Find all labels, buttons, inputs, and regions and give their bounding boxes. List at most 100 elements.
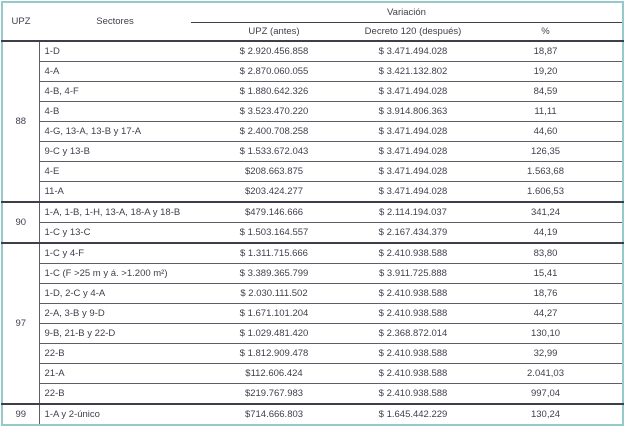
sector-cell: 2-A, 3-B y 9-D	[39, 303, 191, 324]
percent-cell: 44,19	[469, 222, 624, 243]
table-row: 4-B $ 3.523.470.220 $ 3.914.806.363 11,11	[2, 101, 624, 122]
decreto-despues-cell: $ 2.410.938.588	[357, 343, 469, 364]
upz-antes-cell: $ 2.920.456.858	[191, 40, 357, 62]
decreto-despues-cell: $ 2.410.938.588	[357, 383, 469, 404]
percent-cell: 997,04	[469, 383, 624, 404]
table-row: 4-E $208.663.875 $ 3.471.494.028 1.563,68	[2, 161, 624, 182]
percent-cell: 18,87	[469, 40, 624, 62]
table-row: 22-B $219.767.983 $ 2.410.938.588 997,04	[2, 383, 624, 404]
sector-cell: 9-B, 21-B y 22-D	[39, 323, 191, 344]
table-header: UPZ Sectores Variación UPZ (antes) Decre…	[2, 2, 624, 42]
sector-cell: 1-D, 2-C y 4-A	[39, 283, 191, 304]
upz-antes-cell: $479.146.666	[191, 201, 357, 223]
percent-cell: 126,35	[469, 141, 624, 162]
table-row: 22-B $ 1.812.909.478 $ 2.410.938.588 32,99	[2, 343, 624, 364]
sector-cell: 1-C y 13-C	[39, 222, 191, 243]
decreto-despues-cell: $ 3.911.725.888	[357, 263, 469, 284]
upz-antes-cell: $ 2.400.708.258	[191, 121, 357, 142]
table-row: 9-B, 21-B y 22-D $ 1.029.481.420 $ 2.368.8…	[2, 323, 624, 344]
percent-cell: 2.041,03	[469, 363, 624, 384]
table-row: 4-B, 4-F $ 1.880.642.326 $ 3.471.494.028 84…	[2, 81, 624, 102]
upz-antes-cell: $ 1.671.101.204	[191, 303, 357, 324]
decreto-despues-cell: $ 1.645.442.229	[357, 403, 469, 425]
upz-antes-cell: $ 1.029.481.420	[191, 323, 357, 344]
decreto-despues-cell: $ 2.368.872.014	[357, 323, 469, 344]
percent-cell: 1.606,53	[469, 181, 624, 202]
sector-cell: 21-A	[39, 363, 191, 384]
upz-cell: 88	[2, 40, 40, 202]
upz-antes-cell: $ 1.503.164.557	[191, 222, 357, 243]
upz-antes-cell: $ 3.523.470.220	[191, 101, 357, 122]
percent-cell: 341,24	[469, 201, 624, 223]
upz-cell: 90	[2, 201, 40, 243]
upz-cell: 97	[2, 242, 40, 404]
upz-antes-cell: $203.424.277	[191, 181, 357, 202]
sector-cell: 1-C y 4-F	[39, 242, 191, 264]
sector-cell: 1-D	[39, 40, 191, 62]
table-row: 97 1-C y 4-F $ 1.311.715.666 $ 2.410.938.58…	[2, 242, 624, 404]
percent-cell: 44,27	[469, 303, 624, 324]
table-row: 11-A $203.424.277 $ 3.471.494.028 1.606,53	[2, 181, 624, 202]
header-variacion: Variación	[191, 2, 624, 23]
upz-antes-cell: $ 1.533.672.043	[191, 141, 357, 162]
upz-antes-cell: $ 2.030.111.502	[191, 283, 357, 304]
table-row: 90 1-A, 1-B, 1-H, 13-A, 18-A y 18-B $479.1…	[2, 201, 624, 243]
sector-cell: 1-A, 1-B, 1-H, 13-A, 18-A y 18-B	[39, 201, 191, 223]
decreto-despues-cell: $ 3.421.132.802	[357, 61, 469, 82]
percent-cell: 11,11	[469, 101, 624, 122]
decreto-despues-cell: $ 2.114.194.037	[357, 201, 469, 223]
sector-cell: 11-A	[39, 181, 191, 202]
percent-cell: 130,24	[469, 403, 624, 425]
header-percent: %	[469, 22, 624, 42]
upz-antes-cell: $ 3.389.365.799	[191, 263, 357, 284]
upz-antes-cell: $ 1.880.642.326	[191, 81, 357, 102]
percent-cell: 130,10	[469, 323, 624, 344]
header-sectores: Sectores	[39, 2, 191, 42]
header-upz: UPZ	[2, 2, 39, 42]
header-decreto-despues: Decreto 120 (después)	[357, 22, 469, 42]
percent-cell: 32,99	[469, 343, 624, 364]
percent-cell: 1.563,68	[469, 161, 624, 182]
percent-cell: 15,41	[469, 263, 624, 284]
table-row: 2-A, 3-B y 9-D $ 1.671.101.204 $ 2.410.938…	[2, 303, 624, 324]
sector-cell: 1-C (F >25 m y á. >1.200 m²)	[39, 263, 191, 284]
table-row: 4-G, 13-A, 13-B y 17-A $ 2.400.708.258 $ 3…	[2, 121, 624, 142]
table-row: 21-A $112.606.424 $ 2.410.938.588 2.041,03	[2, 363, 624, 384]
table-row: 1-C (F >25 m y á. >1.200 m²) $ 3.389.365.…	[2, 263, 624, 284]
upz-antes-cell: $ 1.812.909.478	[191, 343, 357, 364]
decreto-despues-cell: $ 3.471.494.028	[357, 141, 469, 162]
sector-cell: 4-B	[39, 101, 191, 122]
sector-cell: 1-A y 2-único	[39, 403, 191, 425]
table-row: 9-C y 13-B $ 1.533.672.043 $ 3.471.494.028…	[2, 141, 624, 162]
sector-cell: 22-B	[39, 343, 191, 364]
table-row: 99 1-A y 2-único $714.666.803 $ 1.645.442.2…	[2, 403, 624, 425]
decreto-despues-cell: $ 3.914.806.363	[357, 101, 469, 122]
decreto-despues-cell: $ 2.410.938.588	[357, 283, 469, 304]
decreto-despues-cell: $ 2.410.938.588	[357, 242, 469, 264]
table-row: 1-C y 13-C $ 1.503.164.557 $ 2.167.434.379…	[2, 222, 624, 243]
upz-antes-cell: $714.666.803	[191, 403, 357, 425]
decreto-despues-cell: $ 3.471.494.028	[357, 40, 469, 62]
sector-cell: 4-A	[39, 61, 191, 82]
decreto-despues-cell: $ 2.167.434.379	[357, 222, 469, 243]
sector-cell: 22-B	[39, 383, 191, 404]
table-row: 4-A $ 2.870.060.055 $ 3.421.132.802 19,20	[2, 61, 624, 82]
upz-antes-cell: $219.767.983	[191, 383, 357, 404]
table-row: 88 1-D $ 2.920.456.858 $ 3.471.494.028 18,87	[2, 40, 624, 202]
decreto-despues-cell: $ 3.471.494.028	[357, 161, 469, 182]
table-row: 1-D, 2-C y 4-A $ 2.030.111.502 $ 2.410.938…	[2, 283, 624, 304]
upz-antes-cell: $ 2.870.060.055	[191, 61, 357, 82]
decreto-despues-cell: $ 3.471.494.028	[357, 181, 469, 202]
decreto-despues-cell: $ 2.410.938.588	[357, 363, 469, 384]
decreto-despues-cell: $ 3.471.494.028	[357, 81, 469, 102]
percent-cell: 84,59	[469, 81, 624, 102]
percent-cell: 83,80	[469, 242, 624, 264]
upz-antes-cell: $ 1.311.715.666	[191, 242, 357, 264]
decreto-despues-cell: $ 2.410.938.588	[357, 303, 469, 324]
sector-cell: 9-C y 13-B	[39, 141, 191, 162]
header-upz-antes: UPZ (antes)	[191, 22, 357, 42]
upz-antes-cell: $208.663.875	[191, 161, 357, 182]
percent-cell: 44,60	[469, 121, 624, 142]
